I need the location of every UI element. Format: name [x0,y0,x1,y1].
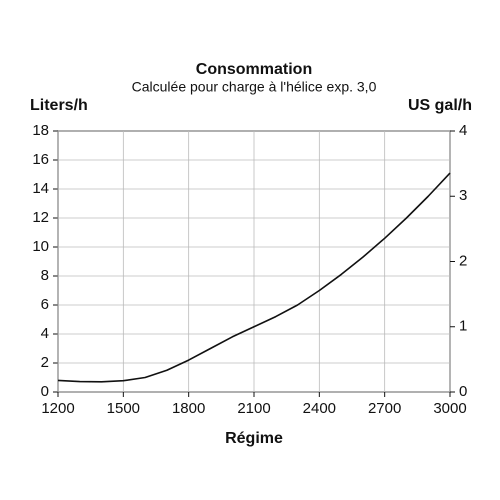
y2-tick-label: 3 [459,187,467,204]
x-tick-label: 2700 [368,400,401,417]
x-tick-label: 1200 [41,400,74,417]
y-tick-label: 16 [32,151,49,168]
x-tick-label: 2100 [237,400,270,417]
data-line [57,172,451,383]
y-axis-title: Liters/h [30,97,88,114]
y2-tick-label: 4 [459,122,467,139]
x-tick-label: 1800 [172,400,205,417]
x-tick-label: 2400 [303,400,336,417]
y-tick-label: 10 [32,238,49,255]
y-tick-label: 4 [41,325,49,342]
y-tick-label: 2 [41,354,49,371]
y-tick-label: 14 [32,180,49,197]
y-tick-label: 18 [32,122,49,139]
y-tick-label: 0 [41,383,49,400]
y2-tick-label: 1 [459,318,467,335]
x-tick-label: 3000 [433,400,466,417]
y-tick-label: 6 [41,296,49,313]
chart-title: Consommation [196,61,312,78]
y2-tick-label: 2 [459,252,467,269]
y2-axis-title: US gal/h [408,97,472,114]
y-tick-label: 12 [32,209,49,226]
x-tick-label: 1500 [107,400,140,417]
y2-tick-label: 0 [459,383,467,400]
y-tick-label: 8 [41,267,49,284]
chart-subtitle: Calculée pour charge à l'hélice exp. 3,0 [132,79,377,95]
x-axis-title: Régime [225,430,283,447]
